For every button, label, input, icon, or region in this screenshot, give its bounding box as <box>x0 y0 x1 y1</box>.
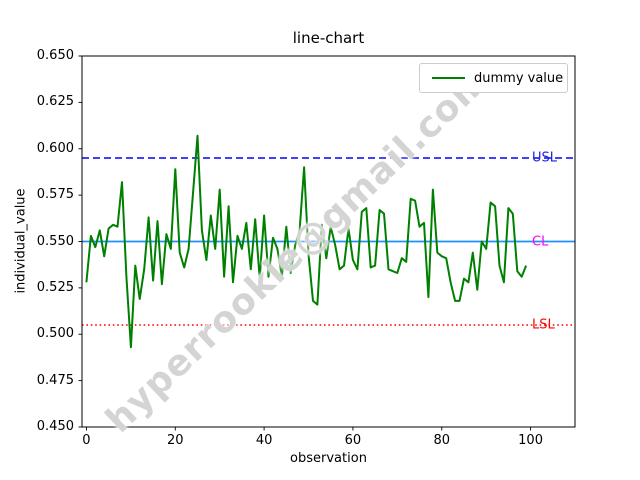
y-tick-label: 0.475 <box>36 372 74 388</box>
x-tick-label: 20 <box>166 433 184 448</box>
y-tick-label: 0.625 <box>36 94 74 110</box>
x-tick-label: 100 <box>518 433 543 448</box>
usl-line-label: USL <box>532 150 558 166</box>
chart-title: line-chart <box>292 29 365 47</box>
lsl-line-label: LSL <box>532 317 555 333</box>
y-tick-label: 0.575 <box>36 187 74 203</box>
data-series-line <box>85 134 528 349</box>
y-tick-label: 0.500 <box>36 326 74 342</box>
y-axis-label: individual_value <box>13 188 29 294</box>
y-tick-label: 0.600 <box>36 140 74 156</box>
cl-line-label: CL <box>532 234 549 249</box>
x-tick-label: 40 <box>255 433 273 448</box>
y-tick-label: 0.550 <box>36 233 74 249</box>
legend-box: dummy value <box>419 63 568 93</box>
x-axis-label: observation <box>290 451 367 466</box>
y-tick-label: 0.525 <box>36 279 74 295</box>
y-tick-label: 0.450 <box>36 419 74 434</box>
y-tick-label: 0.650 <box>36 48 74 63</box>
legend-line-sample-icon <box>432 77 465 79</box>
x-tick-label: 80 <box>433 433 451 448</box>
x-tick-label: 0 <box>82 433 91 448</box>
legend-label: dummy value <box>474 70 564 86</box>
x-tick-label: 60 <box>344 433 362 448</box>
